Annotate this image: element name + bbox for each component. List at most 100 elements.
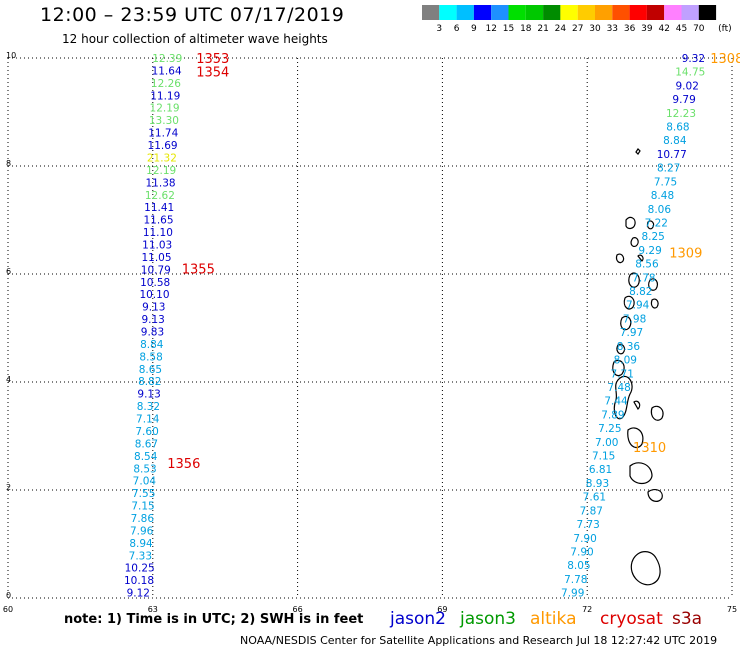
wave-height-value: 8.67 (135, 438, 158, 450)
wave-height-value: 8.84 (663, 135, 687, 147)
colorbar-label: 3 (436, 24, 442, 34)
wave-height-value: 11.64 (152, 65, 182, 77)
colorbar-swatch (543, 5, 561, 20)
wave-height-value: 9.83 (141, 327, 164, 339)
island-shape (650, 405, 664, 421)
colorbar-label: 24 (555, 24, 567, 34)
colorbar-swatch (473, 5, 492, 20)
wave-height-value: 8.09 (614, 355, 637, 367)
chart-title: 12:00 – 23:59 UTC 07/17/2019 (40, 4, 345, 26)
wave-height-value: 7.98 (623, 313, 646, 325)
legend-cryosat: cryosat (600, 609, 663, 629)
y-tick-label: 0 (6, 591, 11, 600)
colorbar-swatch (439, 5, 457, 20)
wave-height-value: 7.99 (561, 588, 584, 600)
wave-height-value: 12.19 (146, 165, 176, 177)
wave-height-value: 11.74 (148, 128, 178, 140)
wave-height-value: 8.94 (129, 538, 153, 550)
wave-height-value: 11.65 (143, 215, 173, 227)
wave-height-value: 7.15 (131, 501, 154, 513)
wave-height-value: 7.04 (133, 476, 157, 488)
wave-height-value: 7.22 (645, 217, 668, 229)
wave-height-value: 8.65 (139, 364, 162, 376)
colorbar-swatch (577, 5, 595, 20)
colorbar-swatch (456, 5, 474, 20)
wave-height-value: 14.75 (675, 67, 705, 79)
colorbar-label: 9 (471, 24, 477, 34)
wave-height-value: 7.89 (601, 409, 624, 421)
credit-line: NOAA/NESDIS Center for Satellite Applica… (240, 634, 718, 647)
wave-height-value: 9.13 (142, 302, 165, 314)
wave-height-value: 9.12 (127, 588, 150, 600)
wave-height-value: 7.90 (570, 546, 593, 558)
color-legend: 3 6 9 12 15 18 21 24 27 30 33 36 39 42 45 70 (ft) (422, 5, 732, 34)
wave-height-value: 11.41 (144, 202, 174, 214)
colorbar-label: 45 (676, 24, 687, 34)
wave-height-value: 7.75 (654, 176, 677, 188)
wave-height-value: 8.48 (651, 190, 674, 202)
chart-subtitle: 12 hour collection of altimeter wave hei… (62, 32, 328, 46)
colorbar-label: 39 (641, 24, 653, 34)
pass-time-label: 1354 (196, 66, 229, 81)
wave-height-value: 7.96 (130, 525, 154, 537)
y-tick-label: 2 (6, 483, 11, 492)
colorbar-label: 18 (520, 24, 532, 34)
colorbar-label: 33 (607, 24, 618, 34)
wave-height-value: 11.69 (148, 140, 178, 152)
island-shape (650, 298, 659, 309)
island-shape (646, 220, 655, 230)
wave-height-value: 8.82 (629, 286, 652, 298)
colorbar-swatch (560, 5, 578, 20)
wave-height-value: 7.71 (611, 368, 634, 380)
wave-height-value: 11.03 (142, 239, 172, 251)
pass-time-label: 1308 (710, 52, 740, 67)
island-shape (637, 254, 644, 262)
wave-height-value: 7.78 (632, 272, 655, 284)
pass-time-label: 1309 (669, 246, 702, 261)
wave-height-value: 9.02 (676, 80, 699, 92)
wave-height-value: 8.56 (635, 259, 659, 271)
pass-time-label: 1310 (633, 441, 666, 456)
island-shape (630, 237, 639, 248)
colorbar-label: 6 (454, 24, 460, 34)
wave-height-value: 10.25 (125, 563, 155, 575)
wave-height-value: 9.13 (137, 389, 160, 401)
island-shape (633, 400, 641, 410)
pass-time-label: 1356 (167, 457, 200, 472)
island-shape (620, 315, 632, 331)
island-shape (625, 216, 636, 230)
wave-height-value: 8.84 (140, 339, 164, 351)
legend-s3a: s3a (672, 609, 703, 629)
colorbar-swatch (422, 5, 440, 20)
island-outlines (612, 148, 664, 586)
wave-height-value: 8.27 (657, 163, 680, 175)
y-tick-label: 6 (6, 267, 11, 276)
colorbar-swatch (646, 5, 665, 20)
wave-height-value: 21.32 (147, 152, 177, 164)
colorbar-label: 27 (572, 24, 583, 34)
colorbar-label: 70 (693, 24, 705, 34)
wave-height-value: 7.97 (620, 327, 643, 339)
wave-height-value: 7.48 (607, 382, 630, 394)
colorbar-swatch (681, 5, 699, 20)
colorbar-label: 36 (624, 24, 636, 34)
island-shape (647, 488, 663, 502)
y-tick-label: 10 (6, 51, 16, 60)
wave-height-value: 11.05 (141, 252, 171, 264)
colorbar-label: 30 (589, 24, 601, 34)
pass-time-label: 1353 (196, 52, 229, 67)
wave-height-value: 11.10 (143, 227, 173, 239)
x-tick-label: 66 (293, 605, 303, 614)
colorbar-swatch (525, 5, 544, 20)
x-tick-label: 75 (727, 605, 737, 614)
wave-height-value: 9.29 (638, 245, 661, 257)
wave-height-value: 7.87 (580, 505, 603, 517)
y-tick-label: 8 (6, 159, 11, 168)
wave-height-value: 10.10 (139, 289, 169, 301)
island-shape (629, 462, 653, 485)
x-tick-label: 72 (582, 605, 592, 614)
island-shape (628, 272, 640, 288)
footer-note: note: 1) Time is in UTC; 2) SWH is in fe… (64, 612, 364, 627)
wave-height-value: 7.15 (592, 451, 615, 463)
x-tick-label: 69 (437, 605, 447, 614)
